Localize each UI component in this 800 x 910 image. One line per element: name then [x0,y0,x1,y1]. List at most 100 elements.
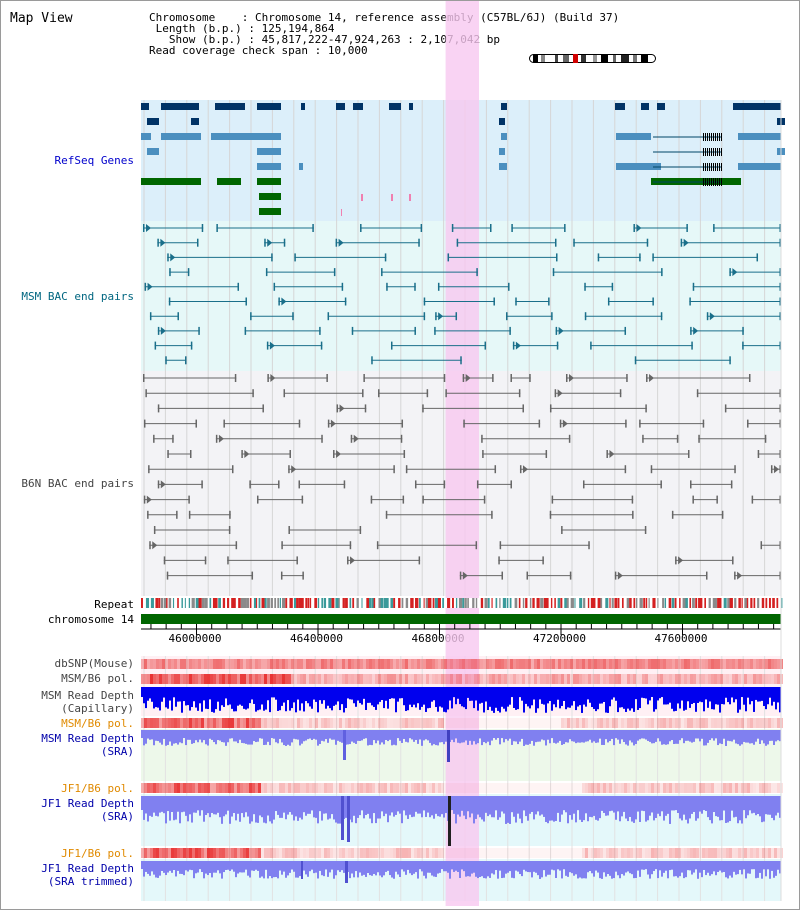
b6n-bac-pair-end [617,571,623,580]
jf1-sra-depth-bar [607,796,609,816]
jf1-pol2-cell [243,848,246,858]
track-label-jf1-b6-pol-1[interactable]: JF1/B6 pol. [61,782,134,795]
msm-pol2-cell [480,718,483,728]
jf1-sra-depth-bar [547,796,549,824]
jf1-trim-depth-bar [277,861,279,879]
jf1-trim-depth-bar [711,861,713,875]
jf1-sra-depth-bar [695,796,697,821]
refseq-gene [499,118,505,125]
msm-pol-cell [537,674,540,684]
msm-sra-depth-bar [523,730,525,746]
msm-cap-depth-bar [515,687,517,710]
dbsnp-cell [201,659,204,669]
jf1-pol-cell [435,783,438,793]
track-label-jf1-b6-pol-2[interactable]: JF1/B6 pol. [61,847,134,860]
dbsnp-cell [288,659,291,669]
b6n-bac-pair-end [176,510,178,519]
track-label-refseq[interactable]: RefSeq Genes [54,154,134,167]
jf1-pol2-cell [669,848,672,858]
b6n-bac-pair-end [418,556,421,565]
jf1-sra-depth-bar [453,796,455,814]
jf1-sra-depth-bar [681,796,683,821]
jf1-trim-depth-bar [175,861,177,877]
msm-cap-depth-bar [625,687,627,712]
jf1-sra-depth-bar [615,796,617,820]
repeat-element [621,598,624,608]
msm-pol2-cell [468,718,471,728]
jf1-pol2-cell [729,848,732,858]
jf1-pol2-cell [477,848,480,858]
jf1-pol-cell [297,783,300,793]
jf1-trim-depth-bar [615,861,617,872]
track-label-repeat[interactable]: Repeat [94,598,134,611]
msm-pol-cell [402,674,405,684]
jf1-trim-depth-bar [185,861,187,871]
jf1-sra-depth-bar [151,796,153,817]
jf1-pol-cell [609,783,612,793]
track-label-jf1-depth-sra[interactable]: JF1 Read Depth (SRA) [41,797,134,823]
msm-pol-cell [492,674,495,684]
b6n-bac-pair-end [625,419,627,428]
msm-bac-pair-end [319,326,321,335]
track-label-msm-b6-pol-1[interactable]: MSM/B6 pol. [61,672,134,685]
jf1-pol2-cell [351,848,354,858]
b6n-bac-pair-end [569,571,572,580]
msm-sra-depth-bar [381,730,383,743]
track-label-b6n-bac[interactable]: B6N BAC end pairs [21,477,134,490]
msm-sra-depth-bar [517,730,519,745]
b6n-bac-pair-end [267,374,269,382]
msm-pol2-cell [444,718,447,728]
msm-pol-cell [177,674,180,684]
jf1-pol-cell [666,783,669,793]
jf1-pol-cell [660,783,663,793]
msm-bac-pair-end [414,326,416,335]
msm-pol-cell [771,674,774,684]
jf1-pol-cell [654,783,657,793]
msm-pol-cell [774,674,777,684]
track-label-dbsnp[interactable]: dbSNP(Mouse) [54,657,134,670]
jf1-trim-depth-bar [737,861,739,875]
dbsnp-cell [609,659,612,669]
dbsnp-cell [699,659,702,669]
dbsnp-cell [744,659,747,669]
msm-pol-cell [747,674,750,684]
msm-pol-cell [552,674,555,684]
chromosome-ideogram[interactable] [529,53,657,65]
jf1-trim-depth-bar [521,861,523,877]
msm-cap-depth-bar [197,687,199,711]
track-label-msm-b6-pol-2[interactable]: MSM/B6 pol. [61,717,134,730]
jf1-trim-depth-bar [579,861,581,878]
genome-track-canvas[interactable] [141,1,786,906]
refseq-exon [711,163,712,171]
jf1-sra-depth-bar [479,796,481,818]
jf1-pol-cell [381,783,384,793]
jf1-pol2-cell [573,848,576,858]
jf1-trim-depth-bar [163,861,165,873]
jf1-pol2-cell [579,848,582,858]
jf1-sra-depth-bar [441,796,443,815]
msm-cap-depth-bar [769,687,771,698]
track-label-msm-depth-cap[interactable]: MSM Read Depth (Capillary) [41,689,134,715]
jf1-pol2-cell [687,848,690,858]
msm-cap-depth-bar [557,687,559,700]
b6n-bac-pair-end [167,450,169,458]
jf1-trim-depth-bar [487,861,489,877]
jf1-trim-depth-bar [431,861,433,876]
jf1-pol-cell [321,783,324,793]
jf1-trim-depth-bar [547,861,549,875]
repeat-element [597,598,602,608]
dbsnp-cell [264,659,267,669]
jf1-trim-depth-bar [529,861,531,873]
msm-cap-depth-bar [483,687,485,713]
jf1-pol2-cell [180,848,183,858]
jf1-trim-depth-bar [325,861,327,870]
jf1-trim-depth-bar [745,861,747,879]
jf1-sra-depth-bar [211,796,213,813]
jf1-sra-depth-bar [427,796,429,813]
msm-sra-depth-bar [351,730,353,742]
track-label-msm-bac[interactable]: MSM BAC end pairs [21,290,134,303]
jf1-pol2-cell [627,848,630,858]
track-label-jf1-depth-trim[interactable]: JF1 Read Depth (SRA trimmed) [41,862,134,888]
jf1-sra-depth-bar [761,796,763,823]
track-label-msm-depth-sra[interactable]: MSM Read Depth (SRA) [41,732,134,758]
